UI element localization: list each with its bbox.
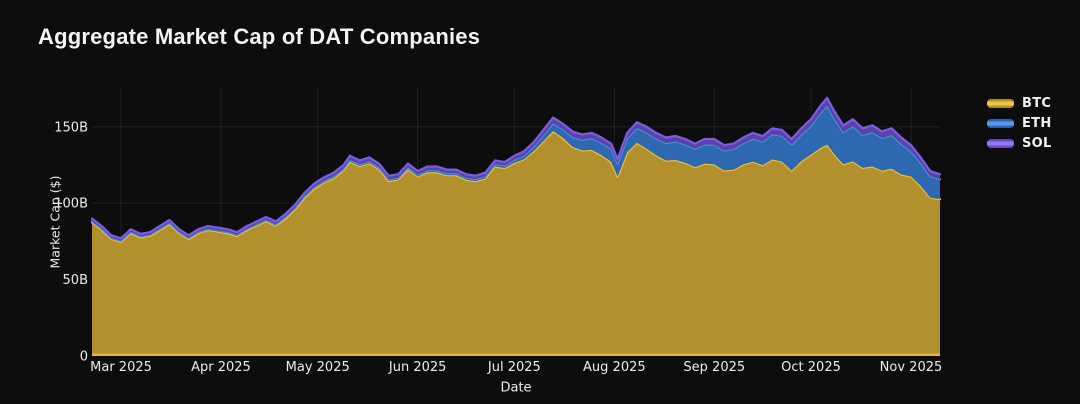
legend-label-btc: BTC xyxy=(1022,95,1052,111)
y-tick-label: 100B xyxy=(54,197,88,212)
y-tick-label: 150B xyxy=(54,120,88,135)
legend-item-btc[interactable]: BTC xyxy=(987,93,1052,113)
area-btc xyxy=(92,131,940,356)
legend-label-eth: ETH xyxy=(1022,115,1052,131)
chart-title: Aggregate Market Cap of DAT Companies xyxy=(38,24,481,49)
legend-item-sol[interactable]: SOL xyxy=(987,133,1052,153)
line-sol xyxy=(90,96,942,240)
x-tick-label: Mar 2025 xyxy=(90,360,152,375)
x-tick-label: Apr 2025 xyxy=(191,360,251,375)
legend: BTC ETH SOL xyxy=(987,93,1052,153)
legend-swatch-sol xyxy=(987,138,1014,148)
y-tick-label: 0 xyxy=(80,350,88,365)
legend-item-eth[interactable]: ETH xyxy=(987,113,1052,133)
x-tick-label: Aug 2025 xyxy=(583,360,646,375)
x-axis-title: Date xyxy=(500,380,532,396)
y-tick-label: 50B xyxy=(63,273,88,288)
legend-swatch-btc xyxy=(987,98,1014,108)
x-tick-label: Sep 2025 xyxy=(683,360,745,375)
legend-swatch-eth xyxy=(987,118,1014,128)
x-tick-label: Jun 2025 xyxy=(388,360,447,375)
x-tick-label: Jul 2025 xyxy=(487,360,541,375)
x-tick-label: Nov 2025 xyxy=(880,360,943,375)
x-tick-label: Oct 2025 xyxy=(781,360,841,375)
legend-label-sol: SOL xyxy=(1022,135,1052,151)
x-tick-label: May 2025 xyxy=(286,360,350,375)
y-axis-title: Market Cap ($) xyxy=(47,175,63,269)
